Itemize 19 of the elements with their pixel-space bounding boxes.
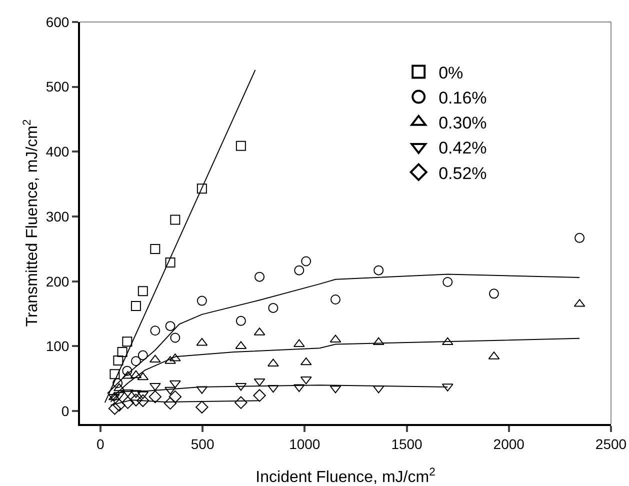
x-tick-label: 1000 — [289, 436, 320, 452]
x-tick-label: 500 — [190, 436, 214, 452]
y-tick-label: 200 — [46, 273, 70, 290]
x-tick-label: 2500 — [595, 436, 627, 452]
x-axis-title: Incident Fluence, mJ/cm$^{2}$ — [256, 466, 436, 486]
legend-label: 0.42% — [438, 138, 487, 158]
y-tick-label: 300 — [46, 208, 70, 224]
legend-label: 0.52% — [438, 164, 487, 183]
x-tick-label: 2000 — [493, 436, 525, 452]
legend-label: 0.30% — [438, 114, 487, 133]
legend-label: 0.16% — [438, 88, 487, 108]
y-tick-label: 600 — [46, 14, 70, 30]
legend-label: 0% — [438, 63, 464, 82]
y-tick-label: 100 — [46, 338, 70, 354]
y-tick-label: 0 — [61, 402, 70, 419]
y-tick-label: 400 — [46, 144, 70, 160]
y-tick-label: 500 — [46, 78, 70, 95]
x-tick-label: 0 — [96, 436, 105, 452]
x-tick-label: 1500 — [391, 436, 423, 452]
